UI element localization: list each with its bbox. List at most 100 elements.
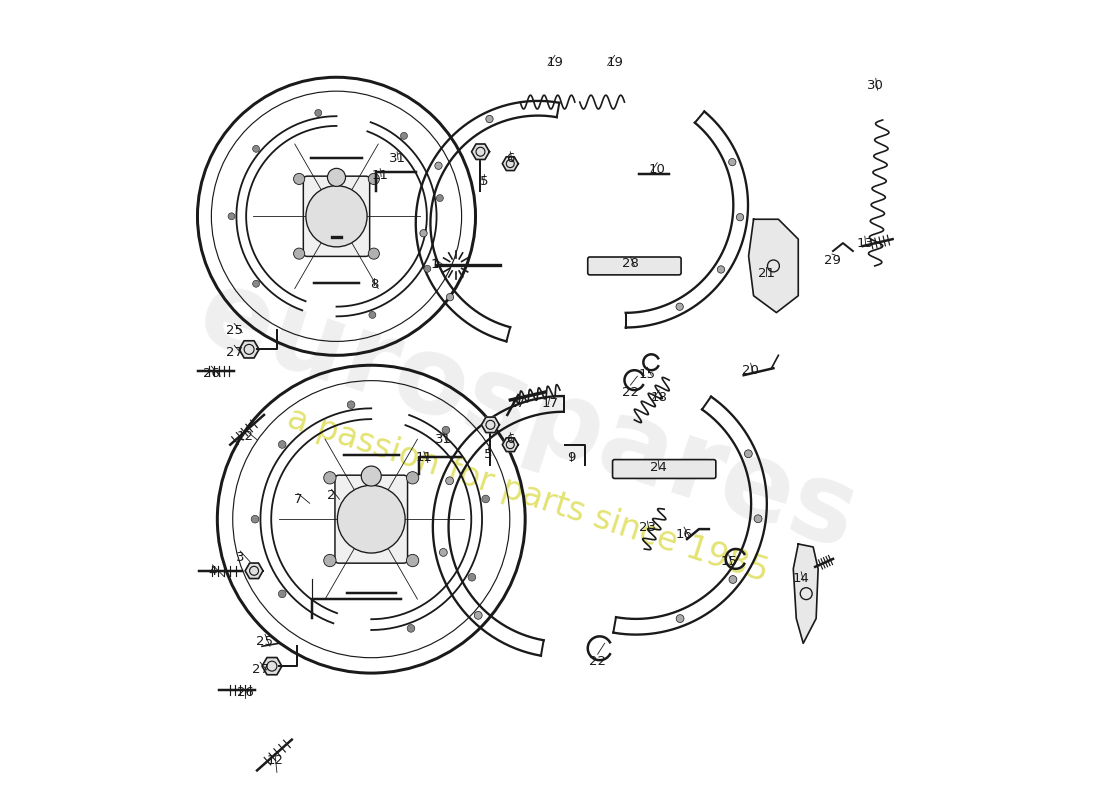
Text: 12: 12: [266, 754, 284, 767]
Text: 25: 25: [226, 324, 243, 337]
Circle shape: [228, 213, 235, 220]
Text: 22: 22: [621, 386, 639, 398]
Text: 8: 8: [370, 278, 378, 291]
Text: 23: 23: [639, 521, 656, 534]
Text: 6: 6: [506, 152, 515, 165]
Circle shape: [338, 486, 405, 553]
Text: 26: 26: [202, 366, 220, 380]
Circle shape: [676, 614, 684, 622]
Circle shape: [368, 248, 379, 259]
Circle shape: [407, 625, 415, 632]
Polygon shape: [503, 157, 518, 170]
Circle shape: [368, 174, 379, 185]
Text: 31: 31: [436, 434, 452, 446]
Text: 15: 15: [720, 555, 737, 568]
Circle shape: [424, 266, 431, 272]
Text: a passion for parts since 1985: a passion for parts since 1985: [284, 402, 773, 589]
Circle shape: [368, 311, 376, 318]
Text: 5: 5: [481, 175, 488, 188]
Polygon shape: [472, 144, 490, 159]
Text: 27: 27: [226, 346, 243, 359]
FancyBboxPatch shape: [587, 257, 681, 275]
Circle shape: [306, 186, 367, 247]
Circle shape: [442, 426, 450, 434]
Circle shape: [278, 590, 286, 598]
Text: 27: 27: [252, 662, 268, 676]
Circle shape: [315, 110, 321, 116]
Text: 29: 29: [824, 254, 840, 267]
Text: 14: 14: [793, 572, 810, 586]
Text: 5: 5: [484, 448, 493, 461]
Circle shape: [437, 194, 443, 202]
Circle shape: [736, 214, 744, 221]
Circle shape: [323, 554, 336, 566]
Circle shape: [676, 303, 683, 310]
Text: 6: 6: [506, 434, 515, 446]
FancyBboxPatch shape: [613, 459, 716, 478]
Circle shape: [323, 472, 336, 484]
Circle shape: [447, 294, 453, 301]
Circle shape: [294, 174, 305, 185]
Circle shape: [251, 515, 258, 523]
Text: eurospares: eurospares: [186, 259, 870, 572]
FancyBboxPatch shape: [336, 475, 407, 563]
Text: 25: 25: [256, 635, 274, 648]
Text: 17: 17: [541, 398, 559, 410]
Text: 11: 11: [416, 451, 432, 464]
Circle shape: [278, 441, 286, 448]
Circle shape: [468, 574, 475, 581]
Text: 2: 2: [328, 489, 336, 502]
Text: 16: 16: [675, 527, 693, 541]
Text: 28: 28: [621, 258, 639, 270]
Circle shape: [729, 575, 737, 583]
Polygon shape: [262, 658, 282, 674]
Circle shape: [439, 549, 448, 556]
Circle shape: [486, 115, 493, 122]
Circle shape: [361, 466, 382, 486]
Circle shape: [474, 611, 482, 619]
Circle shape: [728, 158, 736, 166]
Text: 26: 26: [236, 686, 254, 699]
Circle shape: [407, 472, 419, 484]
Circle shape: [446, 477, 453, 485]
Circle shape: [253, 280, 260, 287]
Circle shape: [294, 248, 305, 259]
Text: 4: 4: [208, 566, 217, 578]
Circle shape: [755, 515, 762, 522]
Text: 18: 18: [651, 390, 668, 403]
Text: 24: 24: [650, 461, 667, 474]
Text: 19: 19: [547, 56, 563, 69]
FancyBboxPatch shape: [304, 176, 370, 257]
Text: 13: 13: [856, 237, 873, 250]
Text: 17: 17: [508, 398, 526, 410]
Text: 1: 1: [430, 258, 439, 271]
Text: 10: 10: [649, 163, 666, 176]
Text: 31: 31: [388, 152, 406, 165]
Text: 12: 12: [236, 430, 254, 443]
Polygon shape: [503, 438, 518, 451]
Circle shape: [407, 554, 419, 566]
Circle shape: [400, 133, 407, 139]
Text: 30: 30: [867, 78, 884, 92]
Text: 20: 20: [742, 364, 759, 377]
Polygon shape: [245, 563, 263, 578]
Circle shape: [482, 495, 490, 503]
Circle shape: [348, 401, 355, 409]
Circle shape: [745, 450, 752, 458]
Circle shape: [717, 266, 725, 273]
Text: 19: 19: [606, 56, 623, 69]
Polygon shape: [793, 544, 818, 643]
Text: 3: 3: [235, 551, 244, 564]
Text: 22: 22: [590, 654, 606, 668]
Text: 11: 11: [372, 169, 388, 182]
Text: 9: 9: [566, 451, 575, 464]
Text: 7: 7: [294, 493, 302, 506]
Circle shape: [328, 168, 345, 186]
Polygon shape: [482, 417, 499, 433]
Text: 15: 15: [639, 368, 656, 381]
Circle shape: [491, 421, 498, 429]
Polygon shape: [749, 219, 799, 313]
Circle shape: [420, 230, 427, 237]
Circle shape: [434, 162, 442, 170]
Circle shape: [253, 146, 260, 152]
